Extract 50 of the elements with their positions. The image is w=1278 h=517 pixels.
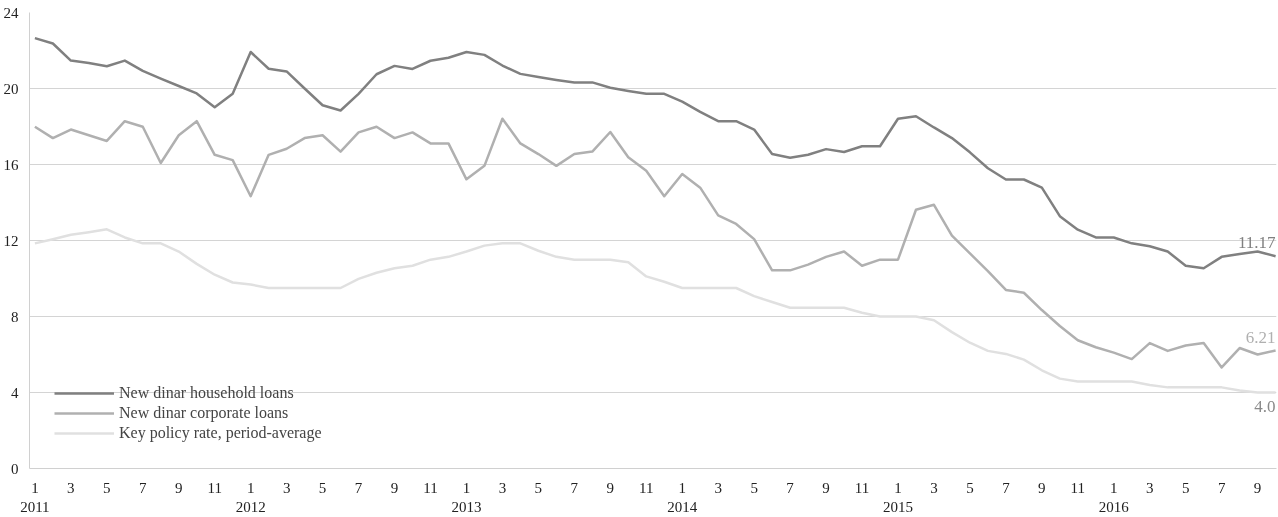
x-tick-label: 9	[174, 479, 183, 496]
y-tick-label: 12	[3, 232, 19, 249]
x-tick-label: 11	[207, 479, 222, 496]
x-tick-label: 9	[1253, 479, 1262, 496]
x-tick-label: 9	[1038, 479, 1046, 496]
x-tick-label: 11	[1070, 479, 1086, 496]
line-series	[33, 36, 1277, 270]
x-tick-label: 5	[534, 479, 543, 496]
x-tick-label: 1 2014	[667, 479, 698, 515]
y-tick-label: 24	[3, 4, 19, 21]
x-tick-label: 7	[1217, 479, 1226, 496]
x-tick-label: 1 2013	[451, 479, 482, 515]
x-tick-label: 1 2015	[882, 479, 913, 515]
x-tick-label: 7	[354, 479, 363, 496]
x-tick-label: 1 2012	[235, 479, 266, 515]
data-label: 4.0	[1254, 396, 1276, 416]
line-series	[33, 117, 1277, 369]
legend-label: Key policy rate, period-average	[119, 424, 322, 442]
data-label: 6.21	[1245, 327, 1276, 347]
data-label: 11.17	[1237, 233, 1277, 253]
x-tick-label: 7	[570, 479, 579, 496]
y-tick-label: 4	[11, 384, 19, 401]
x-tick-label: 5	[103, 479, 111, 496]
x-tick-label: 7	[1002, 479, 1011, 496]
x-tick-label: 3	[714, 479, 722, 496]
x-tick-label: 7	[786, 479, 795, 496]
x-tick-label: 1 2016	[1098, 479, 1130, 515]
y-tick-label: 20	[3, 80, 19, 97]
x-tick-label: 3	[1145, 479, 1154, 496]
x-tick-label: 3	[67, 479, 75, 496]
x-tick-label: 5	[750, 479, 758, 496]
y-tick-label: 0	[11, 460, 19, 477]
x-tick-label: 11	[423, 479, 438, 496]
x-tick-label: 1 2011	[20, 479, 50, 515]
x-tick-label: 3	[930, 479, 938, 496]
x-tick-label: 9	[390, 479, 399, 496]
x-tick-label: 11	[854, 479, 870, 496]
x-tick-label: 5	[1181, 479, 1190, 496]
x-tick-label: 11	[639, 479, 654, 496]
y-tick-label: 16	[3, 156, 19, 173]
x-tick-label: 9	[822, 479, 830, 496]
y-tick-label: 8	[11, 308, 19, 325]
x-tick-label: 5	[318, 479, 327, 496]
x-tick-label: 9	[606, 479, 615, 496]
x-tick-label: 5	[966, 479, 974, 496]
x-tick-label: 3	[282, 479, 291, 496]
x-tick-label: 7	[139, 479, 148, 496]
legend-label: New dinar corporate loans	[119, 404, 289, 422]
x-tick-label: 3	[498, 479, 507, 496]
legend-label: New dinar household loans	[119, 384, 294, 402]
